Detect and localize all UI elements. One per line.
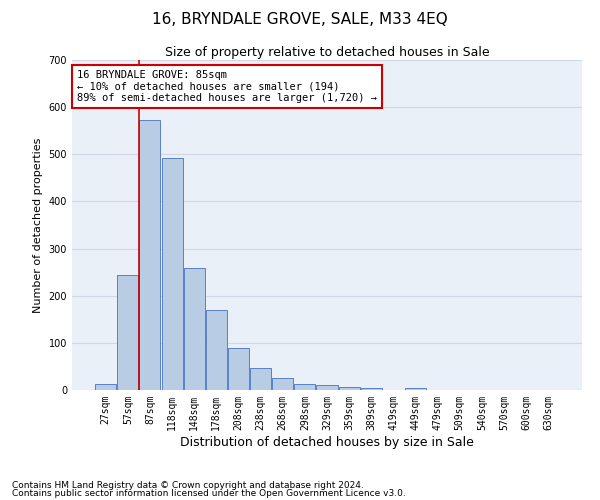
Text: 16 BRYNDALE GROVE: 85sqm
← 10% of detached houses are smaller (194)
89% of semi-: 16 BRYNDALE GROVE: 85sqm ← 10% of detach… (77, 70, 377, 103)
Text: Contains HM Land Registry data © Crown copyright and database right 2024.: Contains HM Land Registry data © Crown c… (12, 480, 364, 490)
Bar (405, 388, 426, 390)
Bar (228, 348, 249, 390)
Bar (161, 158, 182, 390)
Y-axis label: Number of detached properties: Number of detached properties (33, 138, 43, 312)
X-axis label: Distribution of detached houses by size in Sale: Distribution of detached houses by size … (180, 436, 474, 448)
Bar (250, 368, 271, 390)
Bar (338, 386, 359, 390)
Bar (95, 384, 116, 390)
Title: Size of property relative to detached houses in Sale: Size of property relative to detached ho… (164, 46, 490, 59)
Bar (316, 385, 338, 390)
Text: 16, BRYNDALE GROVE, SALE, M33 4EQ: 16, BRYNDALE GROVE, SALE, M33 4EQ (152, 12, 448, 28)
Bar (184, 268, 205, 390)
Bar (139, 120, 160, 390)
Bar (118, 275, 139, 390)
Bar (272, 378, 293, 390)
Bar (361, 388, 382, 390)
Text: Contains public sector information licensed under the Open Government Licence v3: Contains public sector information licen… (12, 489, 406, 498)
Bar (295, 384, 316, 390)
Bar (206, 310, 227, 390)
